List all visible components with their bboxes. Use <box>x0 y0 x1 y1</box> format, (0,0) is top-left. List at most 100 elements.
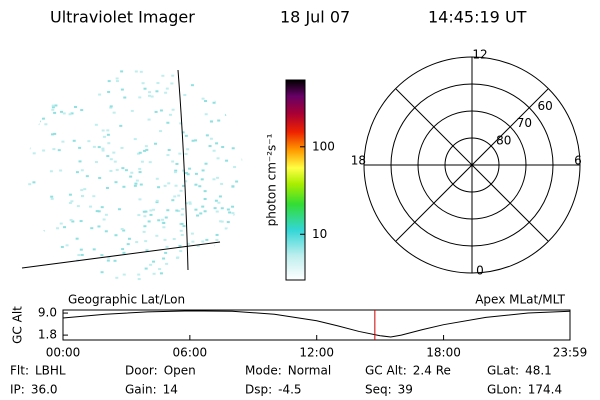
pixel <box>220 220 224 223</box>
pixel <box>178 152 182 155</box>
pixel <box>164 251 168 254</box>
pixel <box>58 263 62 266</box>
meridian <box>177 69 189 271</box>
pixel <box>161 74 165 77</box>
pixel <box>56 259 60 262</box>
pixel <box>162 226 166 229</box>
pixel <box>112 151 116 154</box>
polar-ring <box>363 56 581 274</box>
pixel <box>68 65 72 68</box>
pixel <box>174 169 178 172</box>
pixel <box>212 149 216 152</box>
pixel <box>81 194 85 197</box>
pixel <box>177 209 181 212</box>
pixel <box>159 272 163 275</box>
pixel <box>27 278 31 281</box>
pixel <box>60 110 64 113</box>
pixel <box>52 148 56 151</box>
y-tick-label: 1.8 <box>38 328 57 342</box>
pixel <box>162 257 166 260</box>
pixel <box>32 181 36 184</box>
pixel <box>166 121 170 124</box>
pixel <box>138 151 142 154</box>
pixel <box>104 213 108 216</box>
pixel <box>79 248 83 251</box>
pixel <box>179 189 183 192</box>
pixel <box>202 87 206 90</box>
polar-ring <box>444 137 500 193</box>
pixel <box>29 249 33 252</box>
pixel <box>178 244 182 247</box>
map-label: Apex MLat/MLT <box>475 293 565 307</box>
map-label: Geographic Lat/Lon <box>68 293 185 307</box>
pixel <box>198 185 202 188</box>
pixel <box>156 82 160 85</box>
pixel <box>29 260 33 263</box>
pixel <box>163 184 167 187</box>
pixel <box>184 180 188 183</box>
pixel <box>120 88 124 91</box>
pixel <box>215 210 219 213</box>
pixel <box>140 160 144 163</box>
pixel <box>47 261 51 264</box>
info-value: 174.4 <box>528 383 562 397</box>
pixel <box>78 146 82 149</box>
pixel <box>74 105 78 108</box>
pixel <box>50 197 54 200</box>
pixel <box>106 259 110 262</box>
pixel <box>208 75 212 78</box>
pixel <box>59 71 63 74</box>
info-label: Dsp: <box>245 383 272 397</box>
pixel <box>126 243 130 246</box>
pixel <box>188 201 192 204</box>
pixel <box>137 273 141 276</box>
pixel <box>215 238 219 241</box>
pixel <box>87 140 91 143</box>
pixel <box>238 212 242 215</box>
pixel <box>208 145 212 148</box>
pixel <box>183 94 187 97</box>
pixel <box>107 80 111 83</box>
pixel <box>80 189 84 192</box>
pixel <box>231 212 235 215</box>
pixel <box>76 205 80 208</box>
pixel <box>113 259 117 262</box>
pixel <box>121 248 125 251</box>
parallel <box>21 241 221 269</box>
pixel <box>180 275 184 278</box>
pixel <box>120 70 124 73</box>
pixel <box>104 230 108 233</box>
pixel <box>219 255 223 258</box>
pixel <box>83 188 87 191</box>
pixel <box>51 133 55 136</box>
pixel <box>135 179 139 182</box>
pixel <box>194 172 198 175</box>
pixel <box>239 127 243 130</box>
pixel <box>234 127 238 130</box>
pixel <box>158 268 162 271</box>
pixel <box>196 214 200 217</box>
pixel <box>62 77 66 80</box>
pixel <box>70 112 74 115</box>
x-tick-label: 12:00 <box>299 346 334 360</box>
y-label: GC Alt <box>11 306 25 344</box>
pixel <box>143 225 147 228</box>
info-label: Seq: <box>365 383 392 397</box>
pixel <box>186 148 190 151</box>
pixel <box>147 220 151 223</box>
pixel <box>159 109 163 112</box>
pixel <box>106 155 110 158</box>
pixel <box>117 208 121 211</box>
pixel <box>53 111 57 114</box>
pixel <box>75 237 79 240</box>
pixel <box>48 78 52 81</box>
pixel <box>212 178 216 181</box>
pixel <box>224 113 228 116</box>
pixel <box>71 74 75 77</box>
pixel <box>78 160 82 163</box>
pixel <box>137 214 141 217</box>
pixel <box>166 154 170 157</box>
pixel <box>80 109 84 112</box>
pixel <box>161 218 165 221</box>
pixel <box>209 137 213 140</box>
